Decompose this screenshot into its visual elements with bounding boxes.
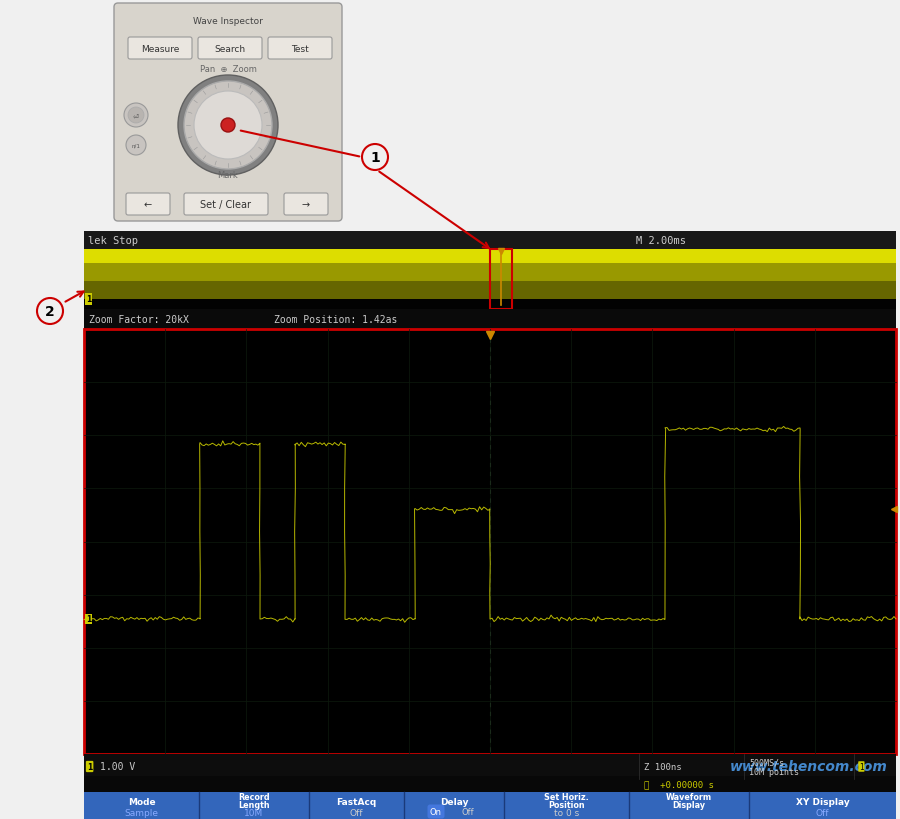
Bar: [84, 264, 896, 282]
Bar: [84, 232, 896, 819]
FancyBboxPatch shape: [198, 38, 262, 60]
Text: Zoom Factor: 20kX: Zoom Factor: 20kX: [89, 314, 189, 324]
Text: Pan  ⊕  Zoom: Pan ⊕ Zoom: [200, 66, 256, 75]
FancyBboxPatch shape: [126, 194, 170, 215]
Text: 2: 2: [45, 305, 55, 319]
Text: www.tehencom.com: www.tehencom.com: [730, 759, 888, 774]
Bar: [84, 282, 896, 300]
Bar: [84, 776, 896, 792]
Bar: [84, 792, 896, 819]
Text: lek Stop: lek Stop: [88, 236, 138, 246]
Bar: [84, 754, 896, 779]
Text: n/1: n/1: [131, 143, 140, 148]
Bar: [84, 310, 896, 329]
FancyBboxPatch shape: [184, 194, 268, 215]
Text: On: On: [430, 807, 442, 816]
Text: Mark: Mark: [218, 171, 238, 180]
Text: Display: Display: [672, 800, 706, 809]
Text: XY Display: XY Display: [796, 797, 850, 806]
Text: Position: Position: [548, 800, 585, 809]
Text: ←: ←: [144, 200, 152, 210]
Text: Off: Off: [815, 808, 829, 817]
Text: 1: 1: [87, 762, 92, 771]
Text: Wave Inspector: Wave Inspector: [194, 16, 263, 25]
Text: 1: 1: [859, 762, 864, 771]
Text: Test: Test: [291, 44, 309, 53]
Text: Delay: Delay: [440, 797, 468, 806]
Bar: [84, 250, 896, 264]
Text: 1: 1: [370, 151, 380, 165]
Text: Length: Length: [238, 800, 270, 809]
Bar: [490, 250, 512, 310]
Circle shape: [221, 119, 235, 133]
Text: Zoom Position: 1.42as: Zoom Position: 1.42as: [274, 314, 398, 324]
Circle shape: [178, 76, 278, 176]
Text: 10M points: 10M points: [749, 767, 799, 776]
Text: Search: Search: [214, 44, 246, 53]
Bar: [84, 232, 896, 250]
Text: Off: Off: [462, 807, 474, 816]
FancyBboxPatch shape: [284, 194, 328, 215]
Text: Sample: Sample: [124, 808, 158, 817]
Bar: [84, 329, 896, 754]
Text: Set Horiz.: Set Horiz.: [544, 792, 589, 801]
Text: to 0 s: to 0 s: [554, 808, 579, 817]
Text: 500MS/s: 500MS/s: [749, 758, 784, 767]
Bar: [84, 300, 896, 310]
Text: Mode: Mode: [128, 797, 156, 806]
Text: 1.00 V: 1.00 V: [100, 762, 135, 771]
Circle shape: [362, 145, 388, 171]
Text: 1: 1: [86, 615, 91, 624]
Circle shape: [126, 136, 146, 156]
Text: 10M: 10M: [245, 808, 264, 817]
Circle shape: [37, 299, 63, 324]
Circle shape: [184, 82, 272, 170]
Circle shape: [128, 108, 144, 124]
Text: →: →: [302, 200, 310, 210]
Circle shape: [194, 92, 262, 160]
FancyBboxPatch shape: [128, 38, 192, 60]
Text: Off: Off: [350, 808, 364, 817]
Text: Measure: Measure: [140, 44, 179, 53]
Text: ①  +0.00000 s: ① +0.00000 s: [644, 780, 714, 789]
Text: ⏎: ⏎: [133, 113, 139, 119]
FancyBboxPatch shape: [268, 38, 332, 60]
Text: M 2.00ms: M 2.00ms: [636, 236, 686, 246]
Text: 1: 1: [86, 295, 91, 304]
Text: Waveform: Waveform: [666, 792, 712, 801]
Text: Record: Record: [238, 792, 270, 801]
Text: FastAcq: FastAcq: [337, 797, 376, 806]
Bar: [84, 250, 896, 310]
FancyBboxPatch shape: [114, 4, 342, 222]
Text: Set / Clear: Set / Clear: [201, 200, 251, 210]
Text: Z 100ns: Z 100ns: [644, 762, 681, 771]
Circle shape: [124, 104, 148, 128]
